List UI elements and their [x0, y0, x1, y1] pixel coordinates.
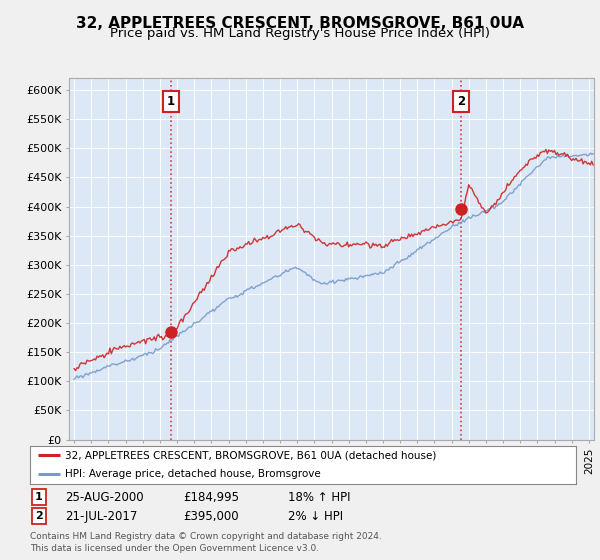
Text: 2: 2 — [35, 511, 43, 521]
Text: 32, APPLETREES CRESCENT, BROMSGROVE, B61 0UA (detached house): 32, APPLETREES CRESCENT, BROMSGROVE, B61… — [65, 450, 437, 460]
Text: 18% ↑ HPI: 18% ↑ HPI — [288, 491, 350, 504]
Text: £184,995: £184,995 — [183, 491, 239, 504]
Text: 25-AUG-2000: 25-AUG-2000 — [65, 491, 143, 504]
Text: 1: 1 — [167, 95, 175, 108]
Text: 2% ↓ HPI: 2% ↓ HPI — [288, 510, 343, 523]
Text: 21-JUL-2017: 21-JUL-2017 — [65, 510, 137, 523]
Text: 2: 2 — [457, 95, 465, 108]
Text: Price paid vs. HM Land Registry's House Price Index (HPI): Price paid vs. HM Land Registry's House … — [110, 27, 490, 40]
Text: HPI: Average price, detached house, Bromsgrove: HPI: Average price, detached house, Brom… — [65, 469, 321, 479]
Text: 32, APPLETREES CRESCENT, BROMSGROVE, B61 0UA: 32, APPLETREES CRESCENT, BROMSGROVE, B61… — [76, 16, 524, 31]
Text: Contains HM Land Registry data © Crown copyright and database right 2024.
This d: Contains HM Land Registry data © Crown c… — [30, 532, 382, 553]
Text: £395,000: £395,000 — [183, 510, 239, 523]
Text: 1: 1 — [35, 492, 43, 502]
